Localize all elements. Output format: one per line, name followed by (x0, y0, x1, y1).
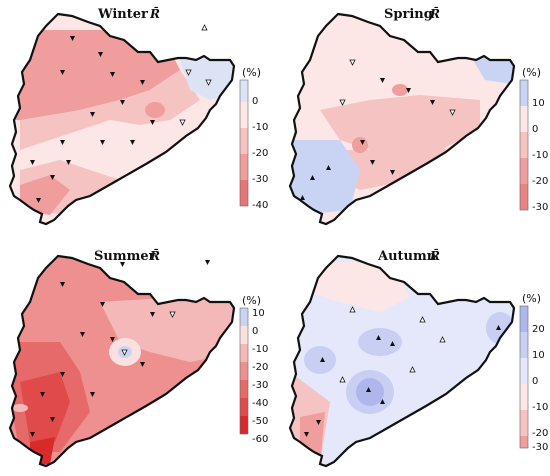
winter-panel: Winter R̄ (8, 5, 268, 226)
summer-tick-5: -40 (252, 398, 268, 409)
autumn-map (288, 254, 516, 468)
spring-tick-2: -10 (532, 150, 548, 161)
spring-stations-positive (300, 165, 331, 200)
autumn-tick-4: -20 (532, 428, 548, 439)
autumn-stations-positive (320, 325, 501, 404)
summer-tick-3: -20 (252, 362, 268, 373)
winter-stations (30, 36, 155, 203)
winter-tick-4: -40 (252, 200, 268, 211)
summer-title: Summer (94, 249, 156, 264)
winter-tick-2: -20 (252, 148, 268, 159)
summer-unit: (%) (242, 294, 261, 307)
autumn-tick-3: -10 (532, 402, 548, 413)
winter-title: Winter (97, 7, 148, 22)
autumn-tick-5: -30 (532, 442, 548, 453)
autumn-unit: (%) (522, 292, 541, 305)
winter-tick-1: -10 (252, 122, 268, 133)
summer-tick-6: -50 (252, 416, 268, 427)
summer-tick-7: -60 (252, 434, 268, 445)
autumn-tick-1: 10 (532, 350, 545, 361)
summer-tick-4: -30 (252, 380, 268, 391)
winter-map (8, 12, 236, 226)
spring-symbol: R̄ (429, 5, 440, 21)
autumn-tick-0: 20 (532, 324, 545, 335)
spring-colorbar: (%) 10 0 -10 -20 -30 (519, 66, 548, 213)
spring-tick-3: -20 (532, 176, 548, 187)
summer-colorbar: (%) 10 0 -10 -20 -30 -40 -50 -60 (239, 294, 268, 445)
autumn-title: Autumn (377, 249, 437, 264)
spring-tick-4: -30 (532, 202, 548, 213)
summer-stations (30, 260, 210, 437)
autumn-colorbar: (%) 20 10 0 -10 -20 -30 (519, 292, 548, 453)
spring-panel: Spring R̄ (%) (288, 5, 548, 226)
autumn-tick-2: 0 (532, 376, 538, 387)
winter-tick-3: -30 (252, 174, 268, 185)
winter-symbol: R̄ (149, 5, 160, 21)
summer-panel: Summer R̄ (8, 247, 268, 468)
spring-tick-1: 0 (532, 124, 538, 135)
autumn-symbol: R̄ (429, 247, 440, 263)
autumn-panel: Autumn R̄ (288, 247, 548, 468)
winter-colorbar: (%) 0 -10 -20 -30 -40 (239, 66, 268, 211)
spring-title: Spring (384, 7, 433, 22)
winter-unit: (%) (242, 66, 261, 79)
summer-map (8, 254, 236, 468)
spring-unit: (%) (522, 66, 541, 79)
spring-tick-0: 10 (532, 98, 545, 109)
spring-map (288, 12, 516, 226)
summer-tick-0: 10 (252, 308, 265, 319)
summer-tick-1: 0 (252, 326, 258, 337)
summer-symbol: R̄ (149, 247, 160, 263)
summer-tick-2: -10 (252, 344, 268, 355)
winter-tick-0: 0 (252, 96, 258, 107)
spring-stations-negative (360, 78, 435, 175)
